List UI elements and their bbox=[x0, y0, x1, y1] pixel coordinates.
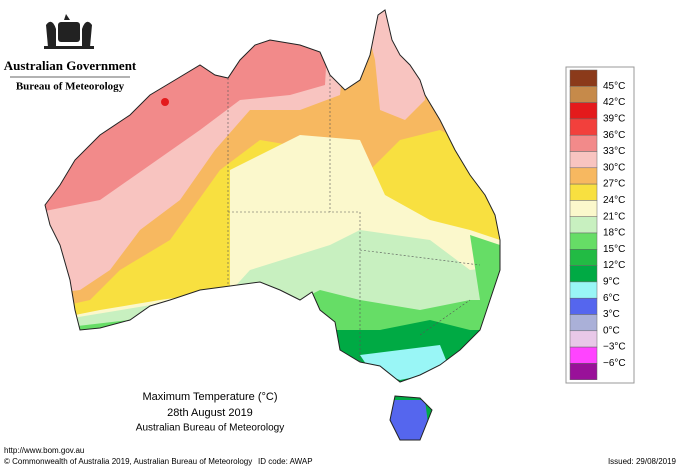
issued: Issued: 29/08/2019 bbox=[608, 457, 677, 466]
legend-swatch bbox=[569, 86, 598, 103]
legend-label: 42°C bbox=[603, 97, 625, 108]
legend-label: 3°C bbox=[603, 309, 620, 320]
legend-label: 30°C bbox=[603, 162, 625, 173]
copyright: © Commonwealth of Australia 2019, Austra… bbox=[4, 457, 252, 466]
coat-of-arms bbox=[44, 14, 94, 49]
legend-swatch bbox=[569, 363, 598, 380]
legend-label: 36°C bbox=[603, 130, 625, 141]
date: 28th August 2019 bbox=[167, 407, 253, 419]
url: http://www.bom.gov.au bbox=[4, 446, 84, 455]
legend-label: 15°C bbox=[603, 244, 625, 255]
source: Australian Bureau of Meteorology bbox=[136, 423, 284, 434]
bureau: Bureau of Meteorology bbox=[16, 81, 125, 93]
legend-swatch bbox=[569, 265, 598, 283]
legend-swatch bbox=[569, 134, 598, 152]
legend-swatch bbox=[569, 151, 598, 169]
legend-label: 6°C bbox=[603, 293, 620, 304]
legend-label: 24°C bbox=[603, 195, 625, 206]
legend-swatch bbox=[569, 346, 598, 364]
legend-swatch bbox=[569, 297, 598, 315]
legend-swatch bbox=[569, 281, 598, 299]
title: Maximum Temperature (°C) bbox=[142, 391, 277, 403]
legend-swatch bbox=[569, 249, 598, 266]
legend-swatch bbox=[569, 118, 598, 136]
state-borders bbox=[227, 75, 481, 362]
legend-label: −3°C bbox=[603, 342, 626, 353]
id-code: ID code: AWAP bbox=[258, 457, 313, 466]
legend: 45°C 42°C 39°C 36°C 33°C 30°C 27°C 24°C 21°C 18°C… bbox=[569, 69, 626, 380]
legend-swatch bbox=[569, 330, 598, 348]
legend-swatch bbox=[569, 102, 598, 120]
legend-swatch bbox=[569, 200, 598, 217]
legend-swatch bbox=[569, 69, 598, 87]
legend-label: 39°C bbox=[603, 114, 625, 125]
legend-label: 27°C bbox=[603, 179, 625, 190]
legend-swatch bbox=[569, 232, 598, 250]
legend-label: 12°C bbox=[603, 260, 625, 271]
legend-swatch bbox=[569, 314, 598, 332]
legend-label: 21°C bbox=[603, 211, 625, 222]
legend-swatch bbox=[569, 167, 598, 185]
coastline bbox=[44, 9, 501, 441]
government: Australian Government bbox=[4, 58, 137, 73]
legend-label: 9°C bbox=[603, 277, 620, 288]
legend-label: 18°C bbox=[603, 228, 625, 239]
legend-label: 33°C bbox=[603, 146, 625, 157]
legend-label: −6°C bbox=[603, 358, 626, 369]
legend-label: 45°C bbox=[603, 81, 625, 92]
legend-label: 0°C bbox=[603, 325, 620, 336]
legend-swatch bbox=[569, 216, 598, 234]
legend-swatch bbox=[569, 183, 598, 201]
